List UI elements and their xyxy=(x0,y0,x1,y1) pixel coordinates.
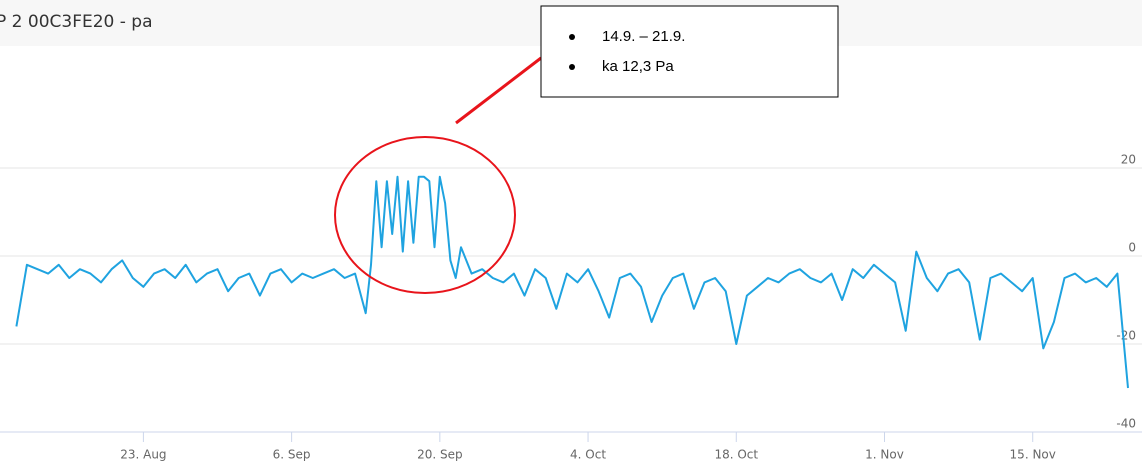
x-tick-label: 15. Nov xyxy=(1010,448,1056,462)
x-tick-label: 18. Oct xyxy=(714,448,758,462)
callout-item: 14.9. – 21.9. xyxy=(602,28,685,45)
callout-item: ka 12,3 Pa xyxy=(602,58,674,75)
y-tick-label: 20 xyxy=(1121,153,1136,167)
x-tick-label: 23. Aug xyxy=(120,448,166,462)
x-tick-label: 6. Sep xyxy=(273,448,311,462)
y-tick-label: 0 xyxy=(1128,241,1136,255)
x-tick-label: 1. Nov xyxy=(865,448,904,462)
x-tick-label: 4. Oct xyxy=(570,448,606,462)
chart-title: P 2 00C3FE20 - pa xyxy=(0,12,153,32)
highlight-circle xyxy=(334,136,516,294)
plot: -40 -20 0 20 23. Aug 6. Sep 20. Sep 4. Oct 18. O… xyxy=(0,153,1142,462)
callout-box xyxy=(540,5,839,98)
bullet xyxy=(569,64,575,70)
callout-line xyxy=(455,56,542,125)
y-tick-label: -40 xyxy=(1116,417,1136,431)
y-tick-label: -20 xyxy=(1116,329,1136,343)
bullet xyxy=(569,34,575,40)
line-series xyxy=(15,175,1129,389)
x-tick-label: 20. Sep xyxy=(417,448,463,462)
